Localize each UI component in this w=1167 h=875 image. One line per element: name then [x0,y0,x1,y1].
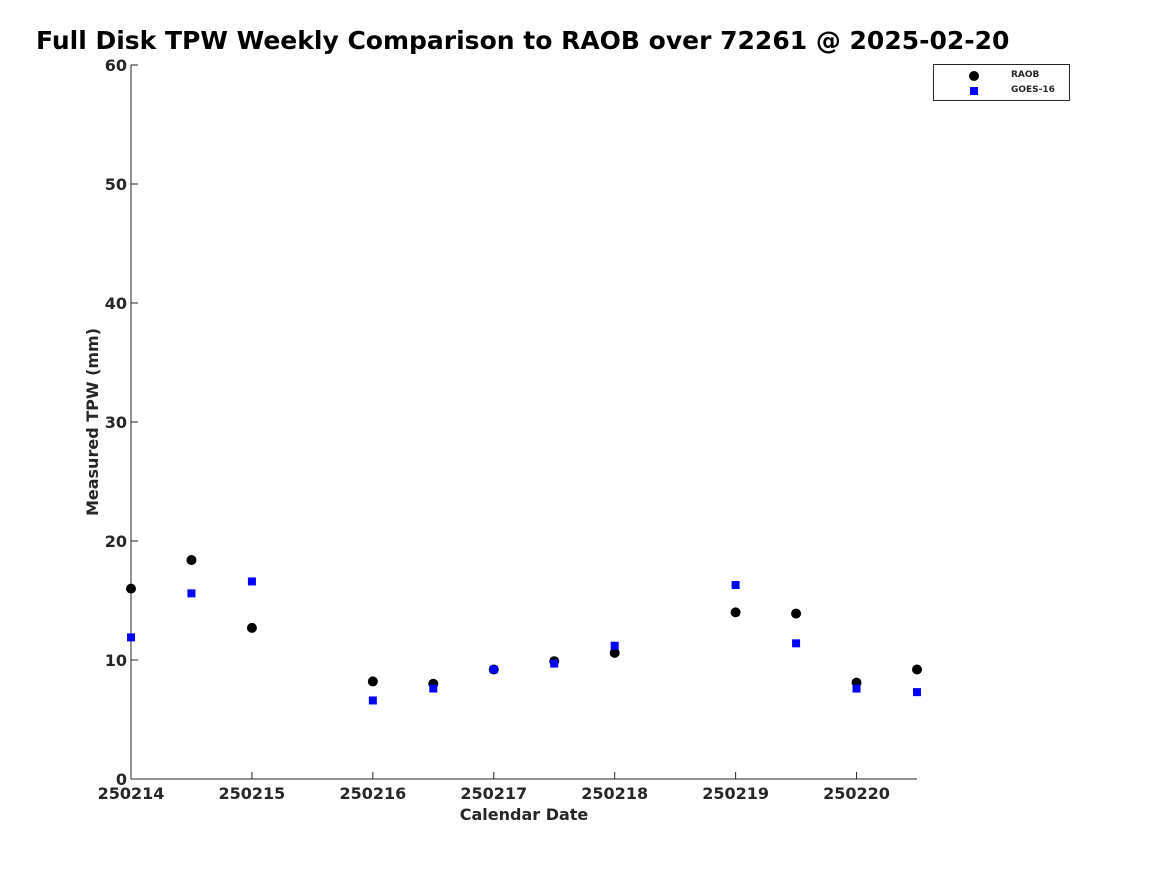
data-point-raob [791,608,802,619]
data-point-goes16 [127,633,135,642]
y-axis-ticks: 0 10 20 30 40 50 60 [105,56,138,789]
legend-entry-goes16: GOES-16 [934,83,1069,98]
x-tick-label: 250216 [339,784,406,803]
data-point-raob [609,647,620,658]
legend: RAOB GOES-16 [933,64,1070,101]
data-point-goes16 [792,639,801,648]
data-point-goes16 [731,581,740,590]
y-tick-label: 20 [105,532,127,551]
y-tick-label: 50 [105,175,127,194]
y-tick-label: 10 [105,651,127,670]
legend-marker-square [970,87,978,95]
legend-entry-raob: RAOB [934,68,1069,83]
data-point-raob [126,583,136,594]
y-axis-label: Measured TPW (mm) [83,328,102,516]
data-point-goes16 [610,641,619,650]
x-tick-label: 250215 [219,784,286,803]
data-point-goes16 [247,577,256,586]
data-point-goes16 [429,684,438,693]
data-point-goes16 [913,688,921,697]
data-point-raob [186,555,197,566]
data-point-raob [367,676,378,687]
x-tick-label: 250219 [702,784,769,803]
y-tick-label: 30 [105,413,127,432]
data-point-raob [246,622,257,633]
x-tick-label: 250217 [460,784,527,803]
data-point-raob [912,664,922,675]
y-tick-label: 60 [105,56,127,75]
x-axis-ticks: 250214 250215 250216 250217 250218 250219 2502… [98,772,890,803]
axes [130,65,917,780]
data-point-goes16 [368,696,377,705]
data-point-goes16 [550,659,559,668]
chart-title: Full Disk TPW Weekly Comparison to RAOB … [36,26,1010,55]
data-points [126,555,922,705]
x-axis-label: Calendar Date [460,805,589,824]
x-tick-label: 250218 [581,784,648,803]
data-point-goes16 [489,665,498,674]
legend-marker-circle [969,71,979,81]
y-tick-label: 0 [116,770,127,789]
legend-label-goes16: GOES-16 [1011,85,1055,95]
legend-label-raob: RAOB [1011,70,1040,80]
data-point-goes16 [187,589,196,598]
x-tick-label: 250220 [823,784,890,803]
data-point-goes16 [852,684,861,693]
y-tick-label: 40 [105,294,127,313]
x-tick-label: 250214 [98,784,165,803]
data-point-raob [730,607,741,618]
